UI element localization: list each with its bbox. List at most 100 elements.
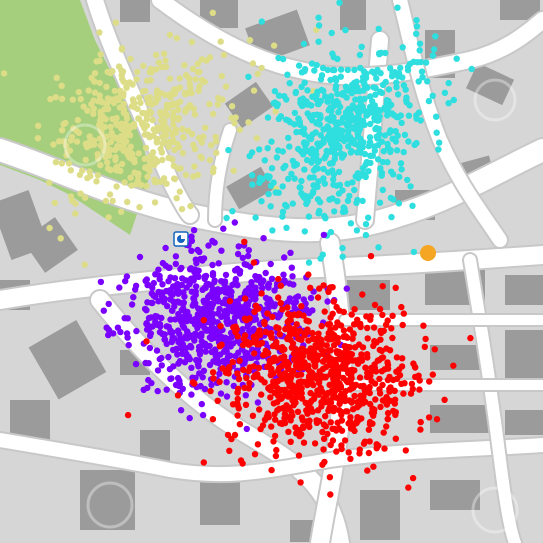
cluster-point bbox=[179, 350, 186, 357]
cluster-point bbox=[141, 305, 149, 313]
cluster-point bbox=[302, 192, 309, 200]
cluster-point bbox=[90, 110, 97, 118]
cluster-point bbox=[206, 157, 214, 164]
cluster-point bbox=[166, 31, 174, 39]
cluster-point bbox=[344, 408, 351, 415]
cluster-point bbox=[336, 181, 344, 189]
cluster-point bbox=[422, 335, 429, 343]
cluster-point bbox=[366, 139, 374, 146]
cluster-point bbox=[198, 338, 205, 345]
cluster-point bbox=[106, 191, 114, 198]
cluster-point bbox=[229, 208, 236, 215]
cluster-point bbox=[327, 491, 334, 498]
cluster-point bbox=[308, 102, 315, 109]
cluster-point bbox=[160, 299, 168, 306]
cluster-point bbox=[146, 107, 153, 115]
cluster-point bbox=[372, 91, 379, 98]
cluster-yellow bbox=[0, 9, 320, 268]
cluster-point bbox=[157, 289, 165, 296]
map-pin-icon[interactable] bbox=[173, 231, 189, 247]
cluster-point bbox=[165, 138, 173, 146]
cluster-point bbox=[86, 133, 93, 140]
cluster-point bbox=[186, 356, 193, 363]
building bbox=[28, 320, 107, 400]
building bbox=[200, 480, 240, 525]
cluster-point bbox=[180, 133, 187, 141]
cluster-point bbox=[200, 459, 207, 466]
cluster-point bbox=[58, 160, 66, 167]
cluster-point bbox=[124, 198, 131, 206]
cluster-point bbox=[273, 154, 281, 161]
cluster-point bbox=[280, 353, 288, 360]
cluster-point bbox=[219, 286, 226, 294]
cluster-point bbox=[179, 385, 186, 392]
cluster-point bbox=[118, 160, 126, 168]
cluster-point bbox=[322, 413, 329, 420]
cluster-point bbox=[353, 199, 360, 206]
cluster-point bbox=[303, 156, 311, 164]
cluster-point bbox=[162, 244, 169, 252]
cluster-point bbox=[194, 316, 201, 323]
cluster-point bbox=[169, 100, 177, 107]
cluster-point bbox=[169, 131, 176, 138]
cluster-point bbox=[433, 113, 440, 120]
cluster-point bbox=[385, 86, 393, 93]
cluster-point bbox=[120, 109, 128, 117]
cluster-point bbox=[307, 389, 314, 397]
cluster-point bbox=[382, 78, 389, 86]
cluster-point bbox=[113, 114, 120, 122]
cluster-point bbox=[77, 190, 84, 197]
cluster-point bbox=[118, 45, 126, 52]
cluster-point bbox=[268, 275, 276, 282]
cluster-point bbox=[102, 116, 109, 123]
cluster-point bbox=[424, 78, 431, 85]
cluster-point bbox=[231, 267, 239, 274]
cluster-point bbox=[328, 140, 335, 148]
cluster-red bbox=[124, 238, 474, 498]
cluster-point bbox=[295, 115, 302, 123]
cluster-point bbox=[154, 87, 161, 94]
cluster-point bbox=[152, 51, 160, 59]
orange-poi-marker[interactable] bbox=[420, 245, 436, 261]
cluster-point bbox=[329, 437, 337, 444]
cluster-point bbox=[259, 422, 267, 429]
cluster-point bbox=[324, 298, 331, 305]
cluster-point bbox=[315, 379, 323, 386]
cluster-point bbox=[236, 357, 243, 364]
cluster-point bbox=[81, 261, 88, 268]
cluster-point bbox=[67, 193, 75, 200]
cluster-point bbox=[390, 376, 397, 384]
cluster-point bbox=[371, 301, 379, 309]
cluster-point bbox=[212, 133, 219, 141]
cluster-point bbox=[330, 171, 338, 178]
cluster-point bbox=[195, 87, 202, 94]
cluster-point bbox=[153, 66, 160, 73]
cluster-point bbox=[246, 327, 253, 335]
cluster-point bbox=[231, 431, 239, 439]
cluster-point bbox=[432, 33, 439, 40]
cluster-point bbox=[204, 299, 211, 306]
cluster-point bbox=[371, 147, 378, 154]
cluster-point bbox=[144, 384, 151, 392]
cluster-point bbox=[310, 381, 317, 389]
cluster-point bbox=[381, 445, 388, 452]
cluster-point bbox=[358, 355, 365, 362]
cluster-point bbox=[375, 442, 382, 449]
cluster-point bbox=[329, 98, 336, 105]
cluster-point bbox=[272, 189, 279, 196]
cluster-point bbox=[318, 399, 325, 406]
cluster-point bbox=[235, 349, 242, 356]
cluster-point bbox=[181, 359, 189, 366]
cluster-point bbox=[315, 100, 322, 108]
cluster-point bbox=[331, 208, 338, 215]
cluster-point bbox=[397, 64, 404, 72]
cluster-point bbox=[416, 377, 423, 384]
cluster-point bbox=[235, 375, 243, 383]
cluster-point bbox=[409, 474, 417, 482]
cluster-point bbox=[126, 154, 133, 161]
cluster-point bbox=[167, 287, 174, 295]
cluster-point bbox=[194, 171, 202, 179]
cluster-point bbox=[74, 116, 82, 124]
cluster-point bbox=[181, 61, 188, 69]
